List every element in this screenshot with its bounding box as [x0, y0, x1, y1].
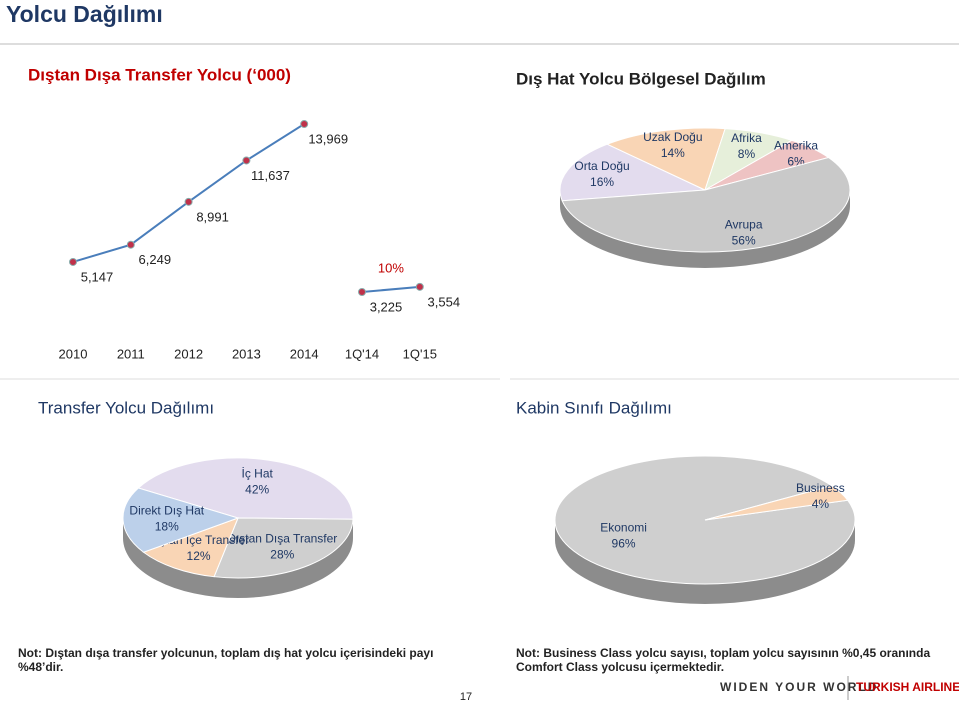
slice-value: 8% — [738, 147, 756, 161]
slice-label: Afrika — [731, 131, 762, 145]
value-label: 6,249 — [139, 252, 172, 267]
slice-label: Direkt Dış Hat — [129, 504, 204, 518]
chart-title: Transfer Yolcu Dağılımı — [38, 398, 214, 417]
value-label: 5,147 — [81, 269, 114, 284]
line — [72, 123, 305, 263]
point — [69, 257, 77, 266]
note: Not: Dıştan dışa transfer yolcunun, topl… — [18, 646, 434, 674]
x-tick-label: 1Q'14 — [345, 346, 379, 361]
slice-value: 12% — [187, 549, 211, 563]
slice-label: İç Hat — [242, 466, 274, 480]
chart-title: Dış Hat Yolcu Bölgesel Dağılım — [516, 69, 766, 88]
pie-slice — [605, 127, 726, 191]
line — [361, 285, 420, 293]
slice-value: 14% — [661, 146, 685, 160]
slice-label: Ekonomi — [600, 521, 647, 535]
point — [126, 240, 135, 249]
chart-title: Dıştan Dışa Transfer Yolcu (‘000) — [28, 65, 291, 84]
x-tick-label: 2014 — [290, 346, 319, 361]
point — [300, 120, 309, 128]
value-label: 3,554 — [428, 294, 461, 309]
x-tick-label: 1Q'15 — [403, 346, 437, 361]
value-label: 8,991 — [196, 209, 229, 224]
point — [184, 197, 193, 206]
value-label: 13,969 — [308, 131, 348, 146]
slice-value: 96% — [612, 537, 636, 551]
slice-label: Amerika — [774, 139, 818, 153]
x-tick-label: 2011 — [117, 346, 145, 361]
note: Not: Business Class yolcu sayısı, toplam… — [516, 646, 931, 674]
slice-label: Orta Doğu — [574, 159, 629, 173]
value-label: 3,225 — [370, 299, 403, 314]
pie-slice — [559, 143, 707, 202]
slice-value: 56% — [732, 234, 756, 248]
slide-title: Yolcu Dağılımı — [6, 1, 163, 27]
pie-slice — [142, 517, 239, 578]
slice-value: 18% — [155, 520, 179, 534]
point — [358, 288, 366, 296]
slice-value: 42% — [245, 482, 269, 496]
slice-label: Dıştan Dışa Transfer — [227, 531, 337, 545]
page-number: 17 — [460, 691, 472, 703]
pie-slice — [704, 485, 849, 521]
x-tick-label: 2013 — [232, 346, 261, 361]
slice-value: 28% — [270, 547, 294, 561]
x-tick-label: 2012 — [174, 346, 203, 361]
point — [242, 156, 251, 165]
brand: TURKISH AIRLINES — [856, 680, 959, 694]
pie-slice — [213, 517, 354, 579]
x-tick-label: 2010 — [59, 346, 88, 361]
point — [415, 282, 424, 291]
slice-label: Avrupa — [725, 218, 763, 232]
slice-label: Business — [796, 481, 845, 495]
chart-title: Kabin Sınıfı Dağılımı — [516, 398, 672, 417]
slice-value: 4% — [812, 497, 830, 511]
pie-slice — [122, 487, 240, 553]
slice-label: Uzak Doğu — [643, 130, 702, 144]
slogan: WIDEN YOUR WORLD — [720, 680, 878, 694]
annotation: 10% — [378, 260, 404, 275]
slice-value: 16% — [590, 175, 614, 189]
value-label: 11,637 — [251, 168, 290, 183]
pie-slice — [561, 156, 851, 253]
